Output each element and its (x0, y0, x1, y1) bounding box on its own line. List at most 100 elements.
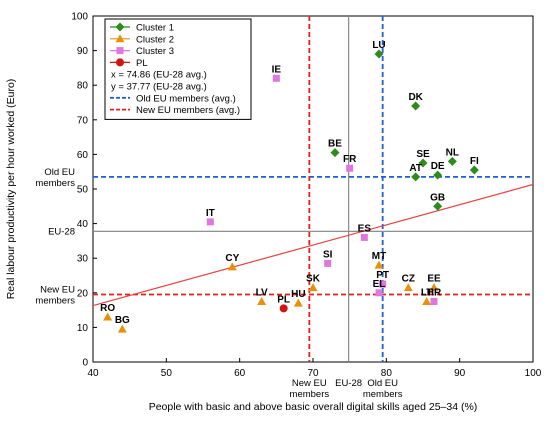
data-point-lt (422, 296, 432, 305)
data-point-pt (379, 280, 387, 288)
point-label-de: DE (431, 161, 445, 172)
y-reference-label: New EU (40, 285, 75, 296)
legend-note: x = 74.86 (EU-28 avg.) (111, 70, 207, 81)
y-tick-label: 100 (71, 12, 88, 23)
data-point-it (206, 218, 214, 226)
data-point-lu (374, 49, 384, 59)
point-label-dk: DK (408, 92, 423, 103)
point-label-be: BE (328, 139, 342, 150)
data-point-bg (117, 324, 127, 333)
data-point-gb (433, 201, 443, 211)
data-point-dk (411, 101, 421, 111)
legend-marker-cluster-1 (115, 22, 125, 32)
point-label-fi: FI (470, 156, 479, 167)
point-label-fr: FR (343, 154, 357, 165)
data-point-si (324, 259, 332, 267)
x-tick-label: 100 (525, 368, 542, 379)
data-point-el (375, 289, 383, 297)
x-reference-label: EU-28 (335, 378, 362, 389)
data-point-fi (469, 165, 479, 175)
legend-label-pl: PL (136, 58, 148, 69)
point-label-si: SI (323, 249, 333, 260)
legend-label-cluster-2: Cluster 2 (136, 34, 174, 45)
data-point-cy (227, 262, 237, 271)
data-point-ie (272, 74, 280, 82)
data-point-fr (346, 164, 354, 172)
y-reference-label: members (35, 178, 75, 189)
y-tick-label: 0 (82, 358, 88, 369)
data-point-de (433, 170, 443, 180)
x-reference-label: members (290, 389, 330, 400)
point-label-pt: PT (376, 270, 389, 281)
point-label-ie: IE (272, 64, 282, 75)
data-point-pl (279, 304, 288, 313)
point-label-hu: HU (291, 289, 305, 300)
data-point-mt (374, 260, 384, 269)
data-point-lv (257, 296, 267, 305)
point-label-hr: HR (427, 287, 442, 298)
y-tick-label: 60 (77, 150, 89, 161)
y-tick-label: 20 (77, 288, 89, 299)
data-point-cz (403, 283, 413, 292)
data-point-nl (447, 156, 457, 166)
x-tick-label: 70 (307, 368, 319, 379)
trend-line (93, 183, 533, 307)
x-axis-title: People with basic and above basic overal… (149, 401, 478, 413)
point-label-nl: NL (446, 147, 459, 158)
x-tick-label: 80 (381, 368, 393, 379)
data-point-ee (429, 283, 439, 292)
data-point-se (418, 158, 428, 168)
y-axis-title: Real labour productivity per hour worked… (5, 79, 17, 300)
x-reference-label: New EU (292, 378, 327, 389)
point-label-bg: BG (115, 315, 130, 326)
data-point-at (411, 172, 421, 182)
y-reference-label: EU-28 (48, 226, 75, 237)
point-label-pl: PL (277, 294, 290, 305)
x-tick-label: 90 (454, 368, 466, 379)
legend-marker-cluster-2 (115, 34, 125, 43)
legend-label-new-eu-members-avg: New EU members (avg.) (136, 105, 240, 116)
y-tick-label: 80 (77, 81, 89, 92)
point-label-cz: CZ (402, 274, 415, 285)
point-label-cy: CY (225, 253, 239, 264)
data-point-hu (293, 298, 303, 307)
x-reference-label: members (363, 389, 403, 400)
legend-marker-pl (116, 58, 124, 67)
y-tick-label: 50 (77, 185, 89, 196)
data-point-sk (308, 283, 318, 292)
point-label-gb: GB (430, 192, 445, 203)
point-label-it: IT (206, 208, 215, 219)
y-tick-label: 30 (77, 254, 89, 265)
point-label-at: AT (409, 163, 422, 174)
y-tick-label: 70 (77, 115, 89, 126)
y-tick-label: 10 (77, 323, 89, 334)
legend-label-cluster-3: Cluster 3 (136, 46, 174, 57)
legend-marker-cluster-3 (116, 47, 124, 55)
y-tick-label: 90 (77, 46, 89, 57)
point-label-ee: EE (427, 274, 441, 285)
legend-box (104, 18, 252, 120)
point-label-lu: LU (372, 40, 385, 51)
legend-note: y = 37.77 (EU-28 avg.) (111, 82, 207, 93)
legend-label-cluster-1: Cluster 1 (136, 23, 174, 34)
point-label-mt: MT (372, 251, 386, 262)
x-tick-label: 40 (87, 368, 99, 379)
y-tick-label: 40 (77, 219, 89, 230)
x-tick-label: 50 (161, 368, 173, 379)
y-reference-label: members (35, 296, 75, 307)
x-reference-label: Old EU (367, 378, 398, 389)
data-point-be (330, 148, 340, 158)
point-label-sk: SK (306, 274, 321, 285)
data-point-ro (103, 312, 113, 321)
point-label-se: SE (416, 149, 430, 160)
data-point-es (360, 233, 368, 241)
point-label-el: EL (373, 279, 386, 290)
point-label-ro: RO (100, 303, 115, 314)
point-label-lv: LV (256, 287, 268, 298)
y-reference-label: Old EU (44, 167, 75, 178)
legend-label-old-eu-members-avg: Old EU members (avg.) (136, 93, 236, 104)
x-tick-label: 60 (234, 368, 246, 379)
data-point-hr (430, 297, 438, 305)
point-label-es: ES (358, 223, 372, 234)
